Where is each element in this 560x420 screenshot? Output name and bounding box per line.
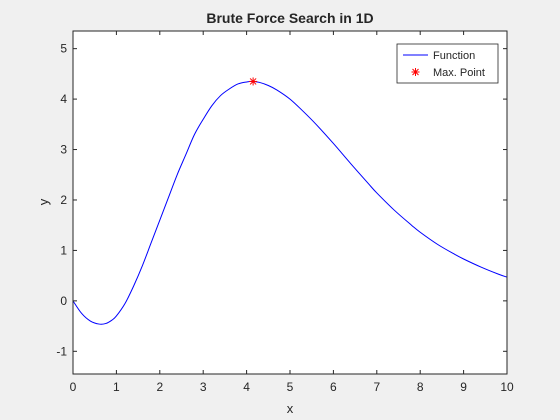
x-tick-label: 8 [417,380,424,394]
legend-max-point-label: Max. Point [433,67,485,79]
x-tick-label: 9 [460,380,467,394]
x-tick-label: 7 [373,380,380,394]
legend-max-point-marker [412,68,420,76]
y-tick-label: 5 [60,42,67,56]
x-tick-label: 6 [330,380,337,394]
max-point-marker [249,77,257,85]
x-tick-label: 5 [287,380,294,394]
y-tick-label: 4 [60,92,67,106]
x-tick-label: 3 [200,380,207,394]
x-tick-label: 4 [243,380,250,394]
chart-title: Brute Force Search in 1D [206,10,373,26]
x-tick-label: 2 [156,380,163,394]
y-tick-label: 3 [60,143,67,157]
y-tick-label: 1 [60,243,67,257]
legend: Function Max. Point [397,44,498,83]
y-tick-label: -1 [56,344,67,358]
x-tick-label: 1 [113,380,120,394]
y-axis-label: y [36,198,51,205]
y-tick-label: 0 [60,294,67,308]
y-tick-label: 2 [60,193,67,207]
x-axis-label: x [287,401,294,416]
x-tick-label: 10 [500,380,514,394]
legend-function-label: Function [433,50,475,62]
x-tick-label: 0 [70,380,77,394]
